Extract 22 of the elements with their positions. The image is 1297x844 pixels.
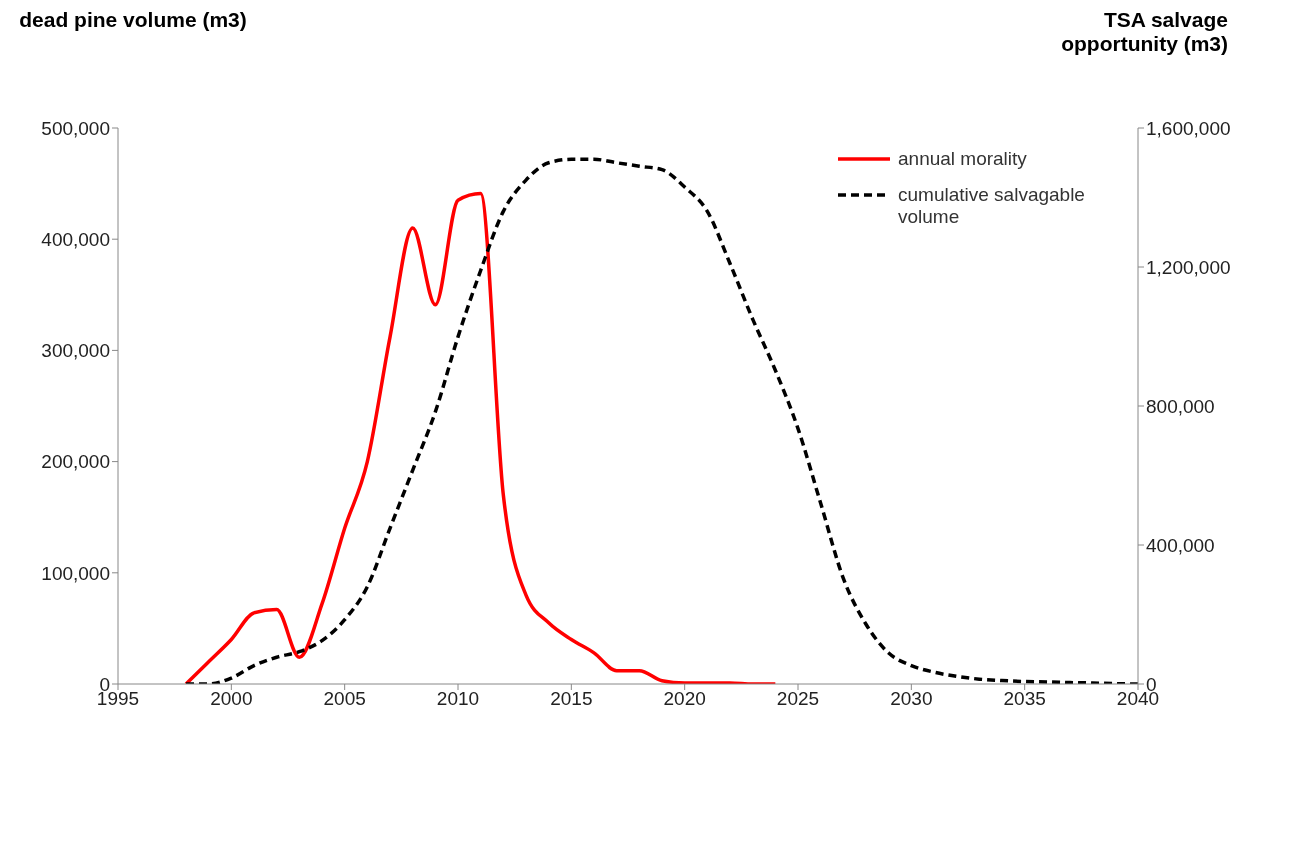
y2-tick-label: 1,200,000 (1146, 256, 1231, 278)
x-tick-label: 2030 (890, 688, 933, 710)
x-tick-label: 2035 (1003, 688, 1046, 710)
y-tick-label: 400,000 (41, 228, 110, 250)
x-tick-label: 2025 (776, 688, 820, 710)
line-series (184, 191, 778, 684)
y2-tick-label: 400,000 (1146, 534, 1215, 556)
y-axis-title: dead pine volume (m3) (18, 8, 248, 32)
y2-tick-label: 1,600,000 (1146, 117, 1231, 139)
x-tick-label: 2015 (550, 688, 593, 710)
y-tick-label: 300,000 (41, 340, 110, 362)
y-tick-label: 200,000 (41, 451, 110, 473)
y-tick-label: 500,000 (41, 117, 110, 139)
x-tick-label: 2020 (663, 688, 706, 710)
x-tick-label: 2000 (210, 688, 253, 710)
x-tick-label: 2010 (436, 688, 480, 710)
y-tick-label: 100,000 (41, 562, 110, 584)
y2-axis-title: TSA salvage opportunity (m3) (1060, 8, 1228, 56)
legend-label: annual morality (898, 148, 1027, 170)
y2-tick-label: 800,000 (1146, 395, 1215, 417)
legend-label: cumulative salvagable volume (898, 184, 1086, 228)
x-tick-label: 2005 (323, 688, 366, 710)
